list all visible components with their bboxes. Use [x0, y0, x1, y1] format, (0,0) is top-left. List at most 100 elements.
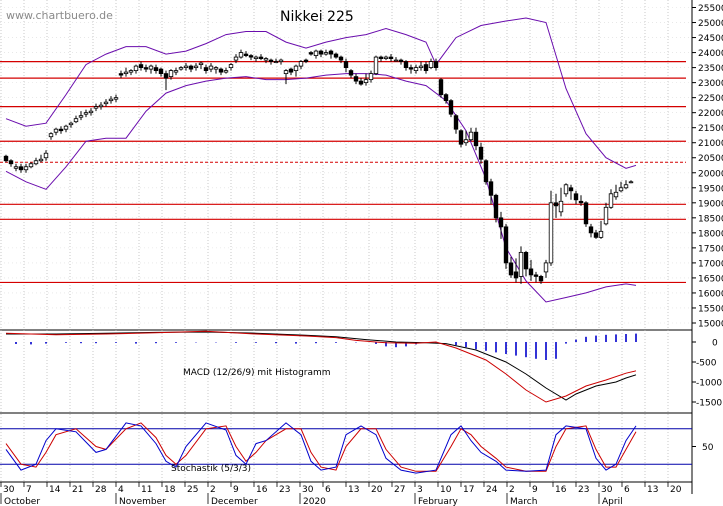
candle [578, 200, 584, 204]
candle [83, 112, 89, 115]
x-tick-label: 30 [3, 485, 15, 495]
month-label: November [119, 497, 166, 506]
y-tick-label: 18500 [698, 214, 723, 224]
candle [113, 97, 119, 100]
x-tick-label: 4 [118, 485, 124, 495]
y-tick-label: 23000 [698, 79, 723, 89]
candle [103, 101, 109, 105]
y-tick-label: 19000 [698, 199, 723, 209]
candle [298, 61, 304, 67]
x-tick-label: 16 [256, 485, 268, 495]
stoch-label: Stochastik (5/3/3) [171, 464, 251, 474]
month-label: October [4, 497, 40, 506]
candle [118, 73, 124, 76]
candle [213, 67, 219, 70]
candle [68, 122, 74, 126]
candle [208, 65, 214, 70]
candle [98, 104, 104, 108]
candle [593, 232, 599, 238]
candle [443, 94, 449, 102]
candle [288, 68, 294, 73]
candle [183, 65, 189, 69]
chart-title: Nikkei 225 [280, 9, 354, 25]
candle [398, 59, 404, 62]
candle [363, 79, 369, 84]
month-label: March [510, 497, 537, 506]
candle [383, 56, 389, 59]
candle [323, 52, 329, 55]
bollinger-lower [5, 73, 637, 303]
candle [93, 106, 99, 109]
candle [158, 68, 164, 75]
candle [373, 56, 379, 75]
candle [178, 67, 184, 70]
y-tick-label: -1000 [696, 379, 722, 389]
x-tick-label: 16 [555, 485, 567, 495]
x-tick-label: 2 [509, 485, 515, 495]
candle [258, 56, 264, 59]
candle [458, 130, 464, 145]
candle [483, 160, 489, 183]
candle [583, 202, 589, 225]
x-tick-label: 14 [49, 485, 61, 495]
stoch-k-line [5, 422, 637, 474]
candle [293, 65, 299, 72]
macd-label: MACD (12/26/9) mit Histogramm [183, 368, 331, 378]
candle [218, 68, 224, 73]
macd-panel [5, 330, 637, 403]
candle [163, 73, 169, 79]
candle [173, 70, 179, 73]
x-tick-label: 21 [72, 485, 83, 495]
candle [263, 58, 269, 61]
candle [143, 67, 149, 70]
y-tick-label: 19500 [698, 184, 723, 194]
candle [493, 194, 499, 219]
y-tick-label: 24000 [698, 49, 723, 59]
candle [413, 67, 419, 72]
candle [23, 166, 29, 171]
candle [333, 53, 339, 58]
x-tick-label: 10 [440, 485, 452, 495]
candle [3, 155, 9, 162]
candle [393, 59, 399, 62]
y-tick-label: 25500 [698, 4, 723, 14]
x-tick-label: 25 [187, 485, 198, 495]
y-tick-label: -500 [696, 359, 717, 369]
candle [233, 56, 239, 61]
y-tick-label: 16500 [698, 274, 723, 284]
candle [48, 133, 54, 138]
candle [268, 59, 274, 62]
candle [193, 65, 199, 69]
candle [523, 251, 529, 270]
candle [123, 71, 129, 75]
x-tick-label: 23 [578, 485, 589, 495]
candle [88, 110, 94, 114]
candle [238, 52, 244, 58]
y-tick-label: 22500 [698, 94, 723, 104]
candle [618, 187, 624, 192]
candle [438, 79, 444, 96]
candle [603, 206, 609, 225]
macd-signal-line [6, 331, 637, 401]
candle [198, 62, 204, 65]
x-tick-label: 9 [233, 485, 239, 495]
candle [388, 56, 394, 59]
x-tick-label: 13 [348, 485, 359, 495]
x-tick-label: 20 [670, 485, 682, 495]
candle [313, 50, 319, 56]
month-label: February [418, 497, 459, 506]
candle [608, 193, 614, 208]
price-panel [0, 17, 686, 303]
candle [128, 70, 134, 73]
candle [463, 139, 469, 144]
y-tick-label: 17500 [698, 244, 723, 254]
y-tick-label: 18000 [698, 229, 723, 239]
candle [108, 98, 114, 102]
candle [63, 125, 69, 130]
candle [228, 64, 234, 69]
y-tick-label: 24500 [698, 34, 723, 44]
y-tick-label: 50 [702, 443, 714, 453]
x-tick-label: 3 [417, 485, 423, 495]
y-tick-label: 17000 [698, 259, 723, 269]
candle [358, 80, 364, 85]
